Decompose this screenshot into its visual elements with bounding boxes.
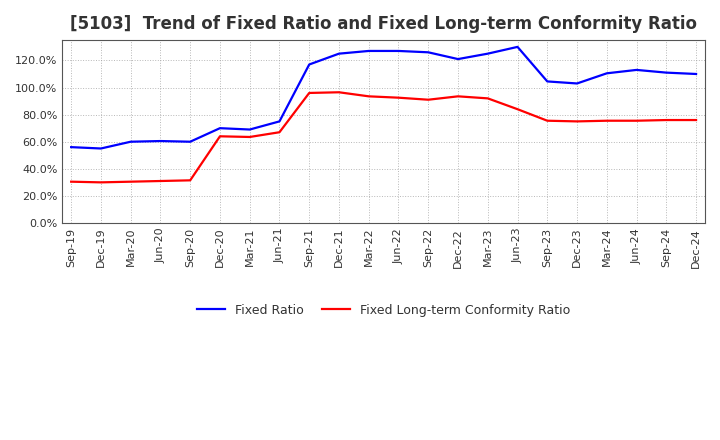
Fixed Long-term Conformity Ratio (662, 117, 670, 123)
Legend: Fixed Ratio, Fixed Long-term Conformity Ratio: Fixed Ratio, Fixed Long-term Conformity … (192, 299, 575, 322)
Fixed Long-term Conformity Ratio (215, 134, 224, 139)
Fixed Long-term Conformity Ratio (246, 134, 254, 139)
Fixed Long-term Conformity Ratio (186, 178, 194, 183)
Fixed Ratio (603, 71, 611, 76)
Fixed Ratio (454, 56, 462, 62)
Fixed Long-term Conformity Ratio (305, 90, 313, 95)
Fixed Long-term Conformity Ratio (692, 117, 701, 123)
Fixed Ratio (513, 44, 522, 50)
Fixed Ratio (394, 48, 402, 54)
Fixed Ratio (126, 139, 135, 144)
Fixed Ratio (156, 139, 165, 144)
Fixed Ratio (662, 70, 670, 75)
Fixed Ratio (67, 144, 76, 150)
Fixed Ratio (632, 67, 641, 73)
Fixed Ratio (186, 139, 194, 144)
Fixed Long-term Conformity Ratio (126, 179, 135, 184)
Fixed Long-term Conformity Ratio (483, 96, 492, 101)
Fixed Ratio (483, 51, 492, 56)
Fixed Ratio (424, 50, 433, 55)
Fixed Long-term Conformity Ratio (156, 178, 165, 183)
Fixed Long-term Conformity Ratio (275, 130, 284, 135)
Fixed Long-term Conformity Ratio (394, 95, 402, 100)
Fixed Long-term Conformity Ratio (335, 90, 343, 95)
Fixed Long-term Conformity Ratio (96, 180, 105, 185)
Fixed Ratio (692, 71, 701, 77)
Fixed Ratio (364, 48, 373, 54)
Fixed Long-term Conformity Ratio (454, 94, 462, 99)
Fixed Long-term Conformity Ratio (603, 118, 611, 123)
Fixed Ratio (305, 62, 313, 67)
Fixed Ratio (543, 79, 552, 84)
Fixed Long-term Conformity Ratio (67, 179, 76, 184)
Title: [5103]  Trend of Fixed Ratio and Fixed Long-term Conformity Ratio: [5103] Trend of Fixed Ratio and Fixed Lo… (70, 15, 697, 33)
Line: Fixed Long-term Conformity Ratio: Fixed Long-term Conformity Ratio (71, 92, 696, 182)
Fixed Ratio (246, 127, 254, 132)
Fixed Long-term Conformity Ratio (513, 106, 522, 112)
Fixed Long-term Conformity Ratio (543, 118, 552, 123)
Fixed Ratio (275, 119, 284, 124)
Fixed Long-term Conformity Ratio (632, 118, 641, 123)
Fixed Ratio (96, 146, 105, 151)
Fixed Ratio (335, 51, 343, 56)
Line: Fixed Ratio: Fixed Ratio (71, 47, 696, 148)
Fixed Ratio (215, 125, 224, 131)
Fixed Long-term Conformity Ratio (572, 119, 581, 124)
Fixed Long-term Conformity Ratio (424, 97, 433, 103)
Fixed Ratio (572, 81, 581, 86)
Fixed Long-term Conformity Ratio (364, 94, 373, 99)
